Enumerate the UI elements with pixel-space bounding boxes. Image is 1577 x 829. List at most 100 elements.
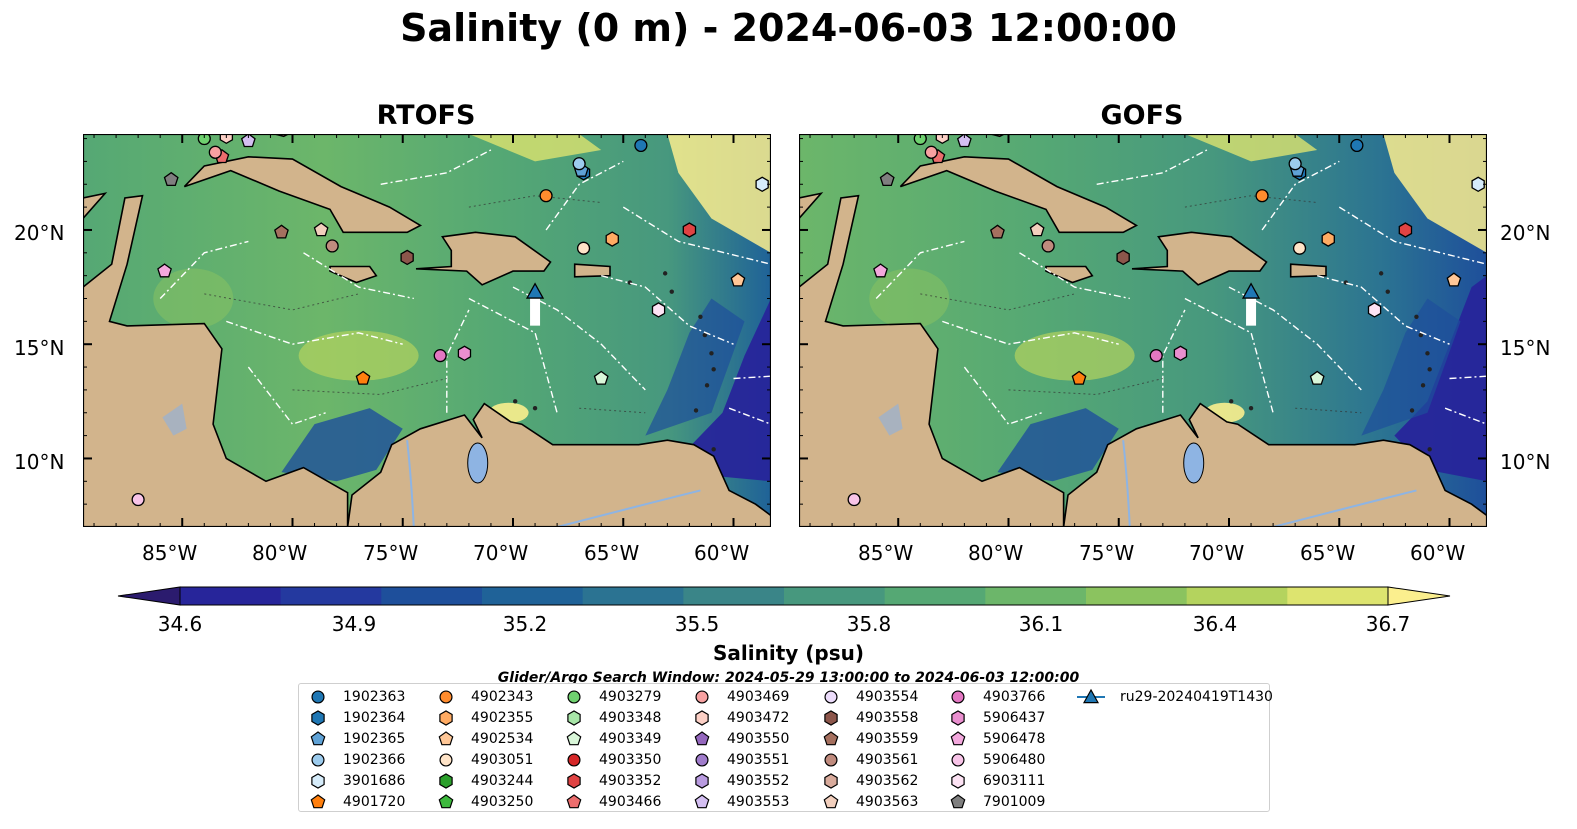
legend-label: 4903051	[471, 752, 534, 768]
land-mass	[799, 194, 1065, 527]
legend-label: 4903558	[856, 710, 919, 726]
lon-tick-left-70: 70°W	[473, 541, 529, 565]
eez-boundary	[159, 240, 249, 299]
legend-label: 4903563	[856, 794, 919, 810]
legend-marker-icon	[951, 773, 965, 789]
island	[704, 383, 710, 388]
legend-entry: 4903766	[947, 687, 1045, 707]
legend-marker-icon	[438, 794, 454, 809]
float-marker	[1288, 157, 1302, 171]
float-marker	[457, 345, 472, 362]
atlantic-high-salinity	[468, 134, 602, 162]
float-marker	[197, 134, 211, 146]
legend-label: 1902365	[343, 731, 406, 747]
colorbar-segment	[1287, 587, 1389, 605]
lon-tick-left-65: 65°W	[584, 541, 640, 565]
island	[698, 314, 703, 319]
float-marker	[433, 349, 447, 363]
legend-entry: 4902534	[435, 729, 533, 749]
float-marker	[313, 222, 329, 237]
legend-label: 4903244	[471, 773, 534, 789]
float-marker	[131, 492, 145, 507]
legend-marker-icon	[438, 731, 454, 746]
legend-entry: 4902343	[435, 687, 533, 707]
legend-marker-icon	[439, 773, 453, 789]
legend-marker-icon	[951, 690, 965, 704]
legend-marker-icon	[695, 690, 709, 704]
legend-entry: 4903352	[563, 771, 661, 791]
float-marker	[1350, 138, 1364, 153]
legend-label: 1902363	[343, 689, 406, 705]
island	[513, 399, 518, 404]
gofs-map	[799, 134, 1487, 527]
float-marker	[924, 145, 938, 159]
bathymetry-contour	[468, 195, 602, 208]
lake-nicaragua	[878, 403, 903, 436]
atlantic-high-salinity	[1184, 134, 1318, 162]
legend-entry: 5906478	[947, 729, 1045, 749]
island	[662, 271, 668, 276]
legend-entry: 1902364	[307, 708, 405, 728]
legend-label: 7901009	[983, 794, 1046, 810]
lake-maracaibo	[467, 442, 489, 484]
colorbar-segment	[884, 587, 986, 605]
legend-marker-icon	[824, 690, 838, 704]
coastal-low-salinity	[997, 408, 1119, 482]
island	[711, 447, 716, 452]
legend-label: 6903111	[983, 773, 1046, 789]
legend-label: 4903352	[599, 773, 662, 789]
legend-marker-icon	[566, 731, 582, 746]
legend-entry: 4903558	[820, 708, 918, 728]
legend-marker-icon	[311, 773, 325, 789]
central-high-salinity	[1014, 330, 1135, 381]
legend-label: 4903350	[599, 752, 662, 768]
legend-marker-icon	[824, 753, 838, 767]
legend-label: 4903551	[727, 752, 790, 768]
float-marker	[913, 134, 927, 146]
legend-label: 3901686	[343, 773, 406, 789]
legend-marker-icon	[567, 690, 581, 704]
legend-marker-icon	[567, 753, 581, 767]
island	[532, 405, 538, 411]
float-marker	[1471, 176, 1485, 193]
float-marker	[1173, 345, 1188, 362]
legend-marker-icon	[823, 731, 839, 746]
legend-label: 4903472	[727, 710, 790, 726]
legend-entry: 4903561	[820, 750, 918, 770]
legend-entry: 4903551	[691, 750, 789, 770]
panel-title-gofs: GOFS	[1100, 100, 1184, 131]
float-marker	[1367, 302, 1382, 318]
float-marker	[325, 239, 339, 253]
legend-entry: 4902355	[435, 708, 533, 728]
legend-label: 4903466	[599, 794, 662, 810]
float-marker	[1309, 370, 1325, 385]
colorbar-tick: 36.7	[1365, 612, 1411, 636]
float-marker	[730, 272, 746, 287]
float-marker	[755, 176, 769, 193]
lon-tick-left-75: 75°W	[363, 541, 419, 565]
float-marker	[1398, 222, 1413, 238]
legend-entry: 4903350	[563, 750, 661, 770]
legend-label: 4903561	[856, 752, 919, 768]
legend-label: 5906437	[983, 710, 1046, 726]
colorbar-tick: 36.4	[1192, 612, 1238, 636]
legend-marker-icon	[311, 753, 325, 767]
eez-boundary	[1338, 206, 1487, 265]
bathymetry-contour	[1295, 407, 1362, 414]
lat-tick-left-20: 20°N	[14, 221, 65, 245]
legend-label: 4903469	[727, 689, 790, 705]
legend-label: 4903349	[599, 731, 662, 747]
colorbar-extend-low	[117, 586, 181, 606]
colorbar-segment	[1086, 587, 1188, 605]
float-marker	[593, 370, 609, 385]
legend-marker-icon	[951, 710, 965, 726]
lon-tick-left-80: 80°W	[252, 541, 308, 565]
legend-entry: 4903466	[563, 792, 661, 812]
legend-entry: 4903563	[820, 792, 918, 812]
colorbar-segment	[683, 587, 785, 605]
island	[1378, 271, 1384, 276]
colorbar-tick: 35.8	[846, 612, 892, 636]
legend-label: 4902343	[471, 689, 534, 705]
island	[711, 367, 716, 372]
river-plume-low-salinity	[689, 298, 771, 482]
